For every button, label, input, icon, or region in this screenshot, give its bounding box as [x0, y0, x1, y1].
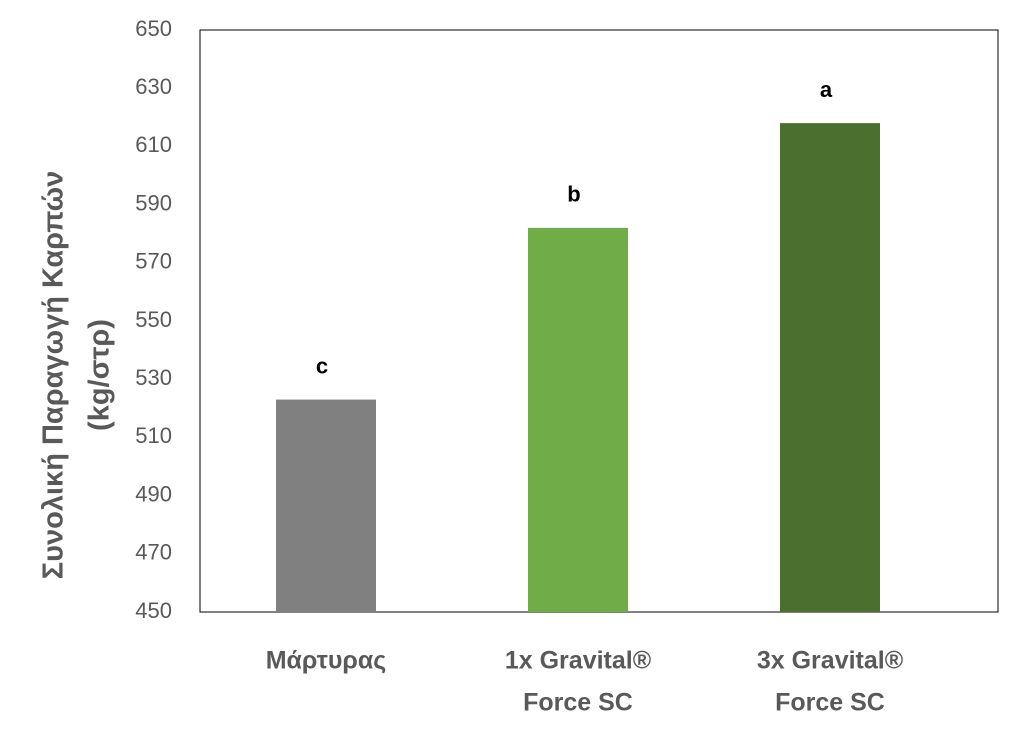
- x-tick-label: 3x Gravital®: [757, 647, 904, 675]
- y-tick-label: 650: [135, 16, 172, 41]
- annotation: a: [820, 77, 833, 102]
- bar: [276, 399, 376, 612]
- y-axis-label: Συνολική Παραγωγή Καρπών: [38, 171, 70, 580]
- x-tick-label: Force SC: [523, 689, 633, 717]
- y-tick-label: 570: [135, 249, 172, 274]
- x-tick-label: Μάρτυρας: [266, 647, 387, 675]
- y-tick-label: 630: [135, 74, 172, 99]
- y-axis-label: (kg/στρ): [84, 319, 116, 431]
- y-tick-label: 590: [135, 190, 172, 215]
- y-tick-label: 550: [135, 307, 172, 332]
- y-tick-label: 610: [135, 132, 172, 157]
- y-tick-label: 510: [135, 423, 172, 448]
- y-tick-label: 470: [135, 540, 172, 565]
- annotation: c: [316, 353, 328, 378]
- annotation: b: [567, 182, 580, 207]
- bar: [528, 227, 628, 612]
- y-tick-label: 530: [135, 365, 172, 390]
- bar: [780, 123, 880, 613]
- y-tick-label: 450: [135, 598, 172, 623]
- x-tick-label: 1x Gravital®: [505, 647, 652, 675]
- x-tick-label: Force SC: [775, 689, 885, 717]
- y-tick-label: 490: [135, 481, 172, 506]
